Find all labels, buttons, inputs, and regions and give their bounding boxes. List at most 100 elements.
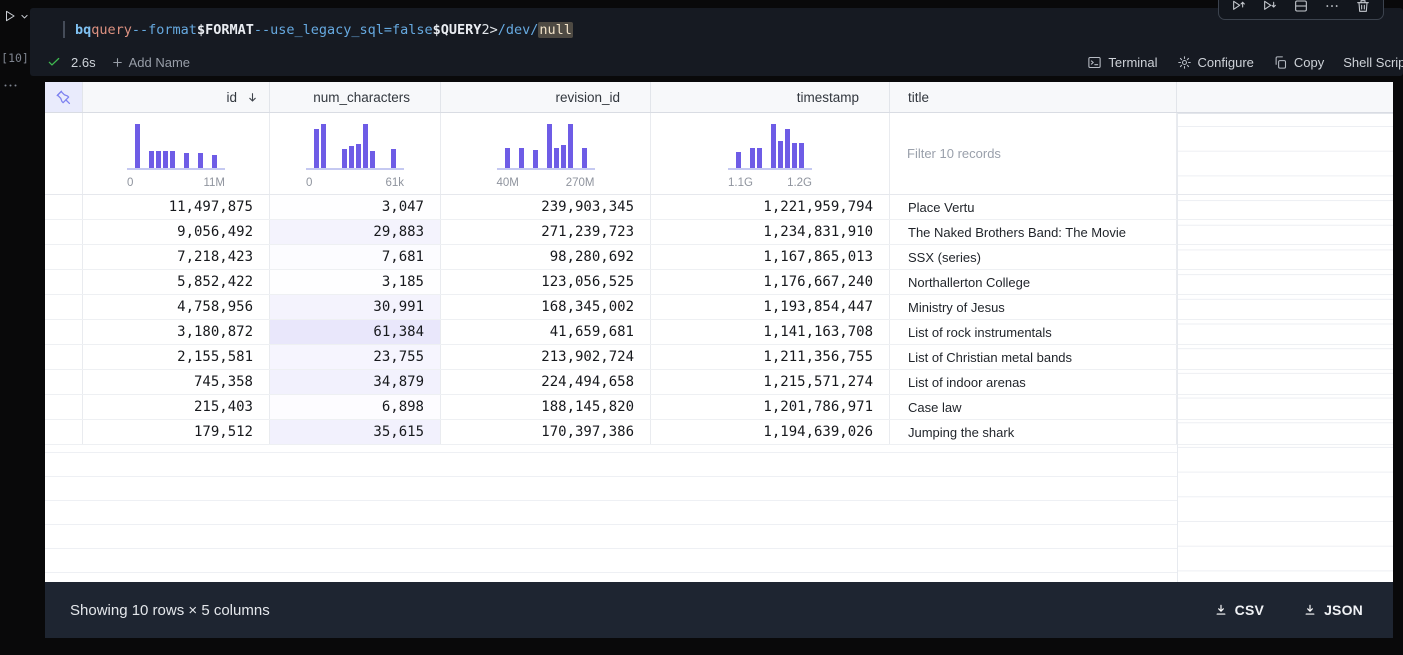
command-token: null bbox=[538, 21, 573, 38]
cell-num_characters: 3,185 bbox=[270, 270, 441, 294]
column-header-num_characters[interactable]: num_characters bbox=[270, 82, 441, 112]
run-all-below-icon[interactable] bbox=[1262, 0, 1278, 14]
table-row: 2,155,581 23,755 213,902,724 1,211,356,755 L… bbox=[45, 345, 1393, 370]
cell-id: 9,056,492 bbox=[83, 220, 270, 244]
histogram-bar bbox=[750, 148, 755, 168]
cell-num_characters: 6,898 bbox=[270, 395, 441, 419]
table-row: 215,403 6,898 188,145,820 1,201,786,971 Case… bbox=[45, 395, 1393, 420]
histogram-range-labels: 1.1G 1.2G bbox=[728, 177, 812, 189]
histogram-bars[interactable] bbox=[496, 124, 595, 170]
histogram-bar bbox=[321, 124, 326, 168]
histogram-bar bbox=[553, 148, 559, 168]
cell-title: List of Christian metal bands bbox=[890, 345, 1177, 369]
split-cell-icon[interactable] bbox=[1293, 0, 1309, 14]
play-icon bbox=[3, 9, 17, 23]
histogram-bar bbox=[771, 124, 776, 168]
cell-timestamp: 1,141,163,708 bbox=[651, 320, 890, 344]
histogram-bars[interactable] bbox=[728, 124, 812, 170]
success-check-icon bbox=[47, 55, 61, 69]
cell-id: 3,180,872 bbox=[83, 320, 270, 344]
histogram-bar bbox=[342, 149, 347, 168]
copy-button[interactable]: Copy bbox=[1273, 55, 1324, 70]
column-header-label: revision_id bbox=[555, 89, 620, 105]
download-icon bbox=[1303, 603, 1317, 617]
cell-num_characters: 34,879 bbox=[270, 370, 441, 394]
cell-timestamp: 1,221,959,794 bbox=[651, 195, 890, 219]
cell-num_characters: 3,047 bbox=[270, 195, 441, 219]
histogram-bar bbox=[567, 124, 573, 168]
run-all-above-icon[interactable] bbox=[1231, 0, 1247, 14]
column-header-label: num_characters bbox=[313, 89, 410, 105]
histogram-bar bbox=[792, 143, 797, 168]
download-csv-button[interactable]: CSV bbox=[1208, 601, 1270, 619]
cell-options-icon[interactable] bbox=[3, 78, 18, 93]
terminal-icon bbox=[1087, 55, 1102, 70]
command-token: bq bbox=[75, 21, 92, 38]
download-buttons: CSV JSON bbox=[1208, 601, 1369, 619]
download-icon bbox=[1214, 603, 1228, 617]
cell-title: Place Vertu bbox=[890, 195, 1177, 219]
run-cell-button[interactable] bbox=[3, 9, 29, 23]
column-header-revision_id[interactable]: revision_id bbox=[441, 82, 651, 112]
cell-timestamp: 1,201,786,971 bbox=[651, 395, 890, 419]
histogram-bar bbox=[349, 146, 354, 168]
command-token: $QUERY bbox=[432, 21, 482, 38]
table-row: 4,758,956 30,991 168,345,002 1,193,854,447 M… bbox=[45, 295, 1393, 320]
sort-desc-icon[interactable] bbox=[246, 91, 259, 104]
histogram-min-label: 1.1G bbox=[728, 177, 753, 189]
histogram-bar bbox=[314, 129, 319, 168]
table-row: 7,218,423 7,681 98,280,692 1,167,865,013 SSX… bbox=[45, 245, 1393, 270]
histogram-bar bbox=[370, 151, 375, 168]
cell-id: 5,852,422 bbox=[83, 270, 270, 294]
histogram-min-label: 0 bbox=[306, 177, 313, 189]
cell-revision_id: 170,397,386 bbox=[441, 420, 651, 444]
cell-timestamp: 1,234,831,910 bbox=[651, 220, 890, 244]
cell-toolbar bbox=[1218, 0, 1384, 20]
histogram-max-label: 1.2G bbox=[787, 177, 812, 189]
more-options-icon[interactable] bbox=[1324, 0, 1340, 14]
cell-revision_id: 168,345,002 bbox=[441, 295, 651, 319]
histogram-bar bbox=[198, 153, 203, 168]
download-json-button[interactable]: JSON bbox=[1297, 601, 1369, 619]
shell-script-button[interactable]: Shell Script bbox=[1343, 54, 1403, 70]
table-row: 745,358 34,879 224,494,658 1,215,571,274 Lis… bbox=[45, 370, 1393, 395]
histogram-bar bbox=[356, 144, 361, 168]
configure-button[interactable]: Configure bbox=[1177, 55, 1254, 70]
cell-pin bbox=[45, 245, 83, 269]
cell-timestamp: 1,194,639,026 bbox=[651, 420, 890, 444]
cell-revision_id: 98,280,692 bbox=[441, 245, 651, 269]
cell-timestamp: 1,176,667,240 bbox=[651, 270, 890, 294]
cell-pin bbox=[45, 295, 83, 319]
histogram-bars[interactable] bbox=[306, 124, 404, 170]
filter-records-input[interactable] bbox=[890, 145, 1162, 162]
column-header-timestamp[interactable]: timestamp bbox=[651, 82, 890, 112]
empty-column-area bbox=[1177, 113, 1393, 582]
terminal-button[interactable]: Terminal bbox=[1087, 55, 1158, 70]
cell-pin bbox=[45, 420, 83, 444]
delete-cell-icon[interactable] bbox=[1355, 0, 1371, 14]
table-summary-row: 0 11M 0 61k 40M 270M 1.1G 1.2G bbox=[45, 113, 1393, 195]
histogram-min-label: 40M bbox=[496, 177, 519, 189]
cell-revision_id: 213,902,724 bbox=[441, 345, 651, 369]
cell-timestamp: 1,215,571,274 bbox=[651, 370, 890, 394]
column-header-title[interactable]: title bbox=[890, 82, 1177, 112]
histogram-bars[interactable] bbox=[127, 124, 225, 170]
cell-pin bbox=[45, 270, 83, 294]
histogram-range-labels: 40M 270M bbox=[497, 177, 595, 189]
histogram-bar bbox=[560, 145, 566, 168]
histogram-bar bbox=[546, 124, 552, 168]
histogram-range-labels: 0 11M bbox=[127, 177, 225, 189]
pin-column-header[interactable] bbox=[45, 82, 83, 112]
column-header-label: title bbox=[908, 89, 930, 105]
histogram-bar bbox=[212, 155, 217, 168]
cell-pin bbox=[45, 345, 83, 369]
cell-pin bbox=[45, 220, 83, 244]
results-table: id num_characters revision_id timestamp titl… bbox=[45, 82, 1393, 582]
shell-command-input[interactable]: bq query --format $FORMAT --use_legacy_s… bbox=[63, 21, 573, 38]
column-header-id[interactable]: id bbox=[83, 82, 270, 112]
command-token: $FORMAT bbox=[196, 21, 254, 38]
add-name-button[interactable]: Add Name bbox=[111, 55, 190, 70]
cell-num_characters: 61,384 bbox=[270, 320, 441, 344]
execution-count: [10] bbox=[1, 51, 29, 65]
histogram-timestamp: 1.1G 1.2G bbox=[651, 113, 890, 194]
